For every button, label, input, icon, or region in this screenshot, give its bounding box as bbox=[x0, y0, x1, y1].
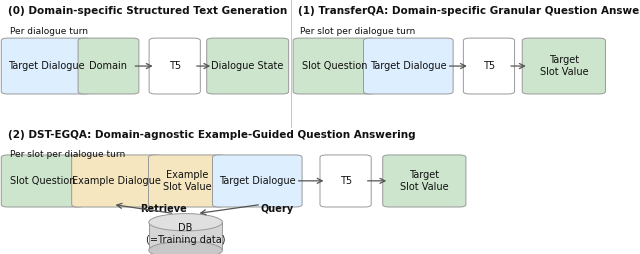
FancyBboxPatch shape bbox=[207, 38, 289, 94]
Text: Per dialogue turn: Per dialogue turn bbox=[10, 27, 88, 36]
Text: T5: T5 bbox=[340, 176, 351, 186]
FancyBboxPatch shape bbox=[364, 38, 453, 94]
FancyBboxPatch shape bbox=[78, 38, 139, 94]
Text: Dialogue State: Dialogue State bbox=[211, 61, 284, 71]
Text: Target Dialogue: Target Dialogue bbox=[8, 61, 84, 71]
FancyBboxPatch shape bbox=[522, 38, 605, 94]
Text: Domain: Domain bbox=[90, 61, 127, 71]
Text: (1) TransferQA: Domain-specific Granular Question Answering: (1) TransferQA: Domain-specific Granular… bbox=[298, 6, 640, 16]
Text: (2) DST-EGQA: Domain-agnostic Example-Guided Question Answering: (2) DST-EGQA: Domain-agnostic Example-Gu… bbox=[8, 130, 415, 139]
FancyBboxPatch shape bbox=[149, 38, 200, 94]
Ellipse shape bbox=[148, 214, 223, 231]
Text: Query: Query bbox=[260, 204, 294, 214]
Ellipse shape bbox=[148, 242, 223, 254]
FancyBboxPatch shape bbox=[212, 155, 302, 207]
Text: Example
Slot Value: Example Slot Value bbox=[163, 170, 211, 192]
FancyBboxPatch shape bbox=[320, 155, 371, 207]
FancyBboxPatch shape bbox=[293, 38, 376, 94]
Text: Target Dialogue: Target Dialogue bbox=[370, 61, 447, 71]
Text: Retrieve: Retrieve bbox=[140, 204, 186, 214]
Text: DB
(=Training data): DB (=Training data) bbox=[146, 223, 225, 245]
Text: Target Dialogue: Target Dialogue bbox=[219, 176, 296, 186]
FancyBboxPatch shape bbox=[72, 155, 161, 207]
Text: Slot Question: Slot Question bbox=[10, 176, 76, 186]
FancyBboxPatch shape bbox=[1, 155, 84, 207]
Text: Per slot per dialogue turn: Per slot per dialogue turn bbox=[10, 150, 125, 159]
FancyBboxPatch shape bbox=[383, 155, 466, 207]
Text: Example Dialogue: Example Dialogue bbox=[72, 176, 161, 186]
Text: (0) Domain-specific Structured Text Generation: (0) Domain-specific Structured Text Gene… bbox=[8, 6, 287, 16]
Text: Per slot per dialogue turn: Per slot per dialogue turn bbox=[300, 27, 415, 36]
Text: Target
Slot Value: Target Slot Value bbox=[400, 170, 449, 192]
Bar bbox=[148, 222, 223, 250]
Text: T5: T5 bbox=[483, 61, 495, 71]
FancyBboxPatch shape bbox=[463, 38, 515, 94]
FancyBboxPatch shape bbox=[1, 38, 91, 94]
Text: T5: T5 bbox=[169, 61, 180, 71]
Text: Target
Slot Value: Target Slot Value bbox=[540, 55, 588, 77]
Text: Slot Question: Slot Question bbox=[302, 61, 367, 71]
FancyBboxPatch shape bbox=[148, 155, 225, 207]
